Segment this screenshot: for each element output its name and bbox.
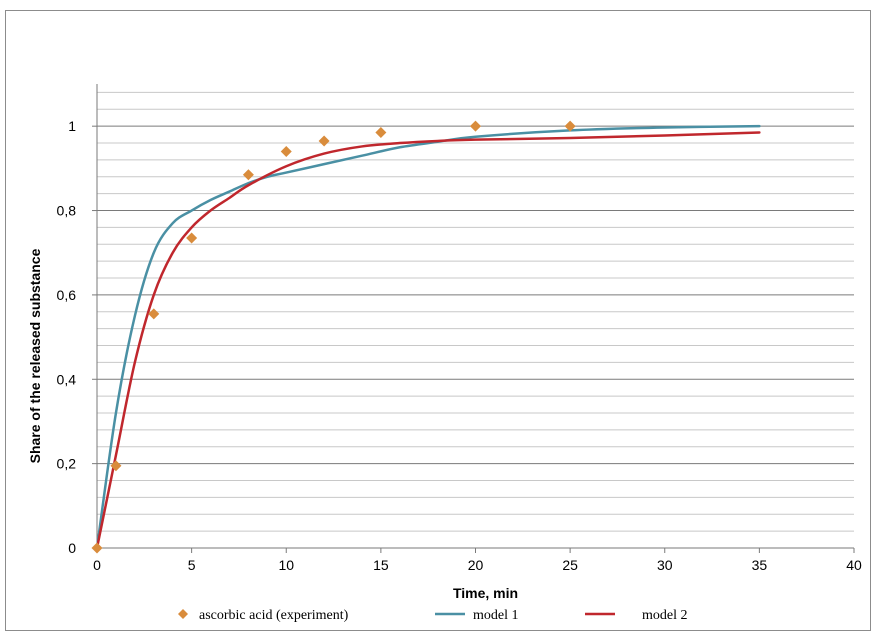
x-tick-label: 15 [373,557,389,573]
data-point-marker [280,145,292,157]
series [91,120,761,554]
y-tick-label: 0,6 [57,287,77,303]
legend: ascorbic acid (experiment) model 1 model 2 [178,608,688,623]
axes [92,84,855,553]
x-tick-label: 30 [657,557,673,573]
legend-label: model 2 [642,608,688,623]
x-axis-title: Time, min [453,585,518,601]
y-tick-label: 0,8 [57,203,77,219]
legend-label: model 1 [473,608,519,623]
data-point-marker [110,460,122,472]
data-point-marker [242,169,254,181]
legend-label: ascorbic acid (experiment) [199,608,349,623]
legend-item-ascorbic-acid-experiment: ascorbic acid (experiment) [178,608,349,623]
data-point-marker [148,308,160,320]
x-tick-label: 5 [188,557,196,573]
x-tick-label: 25 [562,557,578,573]
series-model-1 [95,124,761,550]
series-ascorbic-acid-experiment [91,120,576,554]
data-point-marker [91,542,103,554]
grid [97,91,854,532]
y-tick-label: 0,2 [57,456,77,472]
data-point-marker [186,232,198,244]
legend-marker-diamond [178,609,188,619]
data-point-marker [375,127,387,139]
model-1-line [95,124,761,550]
series-model-2 [95,131,761,550]
chart-frame [5,10,871,631]
data-point-marker [564,120,576,132]
model-2-line [95,131,761,550]
x-tick-label: 10 [278,557,294,573]
x-tick-label: 0 [93,557,101,573]
x-tick-label: 40 [846,557,862,573]
legend-item-model-2: model 2 [585,608,688,623]
y-axis-title: Share of the released substance [27,248,43,463]
y-tick-label: 1 [68,118,76,134]
y-tick-label: 0,4 [57,371,77,387]
tick-labels: 0 5 10 15 20 25 30 35 40 0 0,2 0,4 0,6 0,8 1 [57,118,862,573]
y-tick-label: 0 [68,540,76,556]
legend-item-model-1: model 1 [435,608,519,623]
x-tick-label: 20 [468,557,484,573]
x-tick-label: 35 [752,557,768,573]
data-point-marker [470,120,481,132]
data-point-marker [318,135,330,147]
